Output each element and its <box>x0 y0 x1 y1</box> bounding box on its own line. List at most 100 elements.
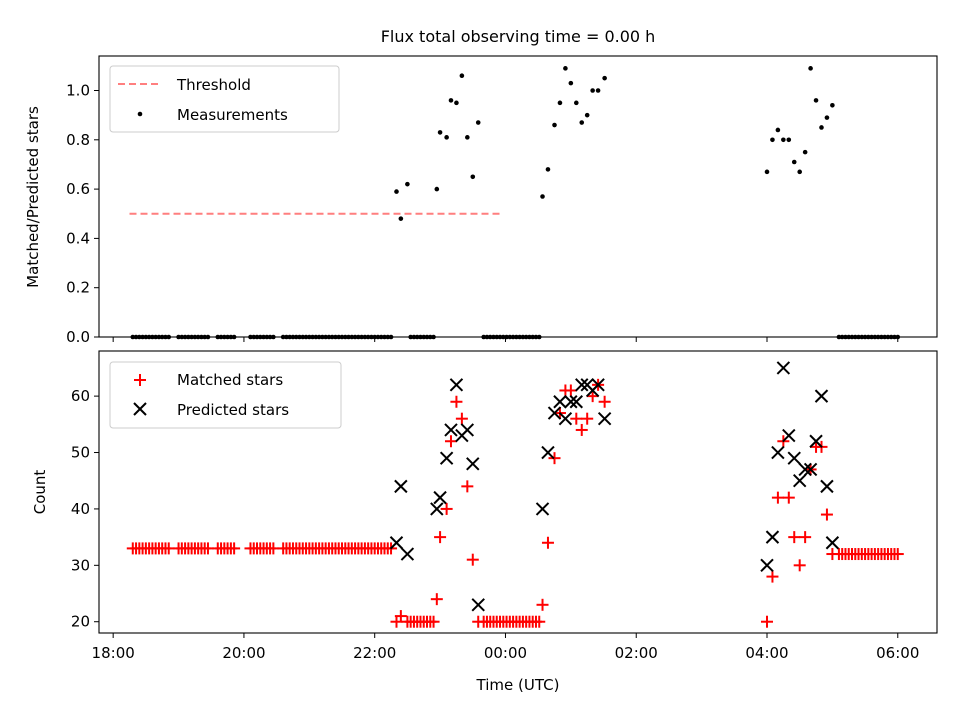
predicted-star-point <box>449 378 464 392</box>
bottom-y-tick-label: 60 <box>71 387 90 405</box>
measurement-point <box>520 334 526 340</box>
measurement-point <box>882 334 887 340</box>
bottom-y-tick-label: 20 <box>71 613 90 631</box>
matched-star-point <box>820 508 833 521</box>
measurement-point <box>195 334 201 340</box>
measurement-point <box>316 334 322 340</box>
matched-star-point <box>771 491 784 504</box>
matched-star-point <box>455 412 468 425</box>
measurement-point <box>228 334 234 340</box>
measurement-point <box>475 120 481 125</box>
measurement-point <box>385 334 391 340</box>
measurement-point <box>326 334 332 340</box>
matched-star-point <box>541 536 554 549</box>
matched-star-point <box>766 570 779 583</box>
measurement-point <box>434 186 440 192</box>
measurement-point <box>189 334 194 340</box>
measurement-point <box>336 334 342 340</box>
matched-legend-label: Matched stars <box>177 371 283 389</box>
x-tick-label: 02:00 <box>615 644 658 662</box>
predicted-star-point <box>433 490 447 505</box>
measurement-point <box>786 137 792 143</box>
measurement-point <box>307 334 312 340</box>
measurements-legend-label: Measurements <box>177 106 288 124</box>
measurement-point <box>856 334 861 340</box>
measurement-point <box>163 334 168 340</box>
measurement-point <box>465 135 470 140</box>
measurement-point <box>431 334 436 340</box>
bottom-plot: 20 30 40 50 60 18:00 20:00 22:00 00:00 02:00 04:0… <box>31 350 938 694</box>
measurement-point <box>487 334 493 340</box>
measurement-point <box>199 334 204 340</box>
matched-star-point <box>394 610 407 623</box>
measurement-point <box>414 334 420 340</box>
measurement-point <box>290 334 296 340</box>
matched-star-point <box>440 502 453 515</box>
measurement-point <box>875 334 881 340</box>
measurement-point <box>333 334 338 340</box>
matched-star-point <box>570 412 583 425</box>
x-tick-label: 22:00 <box>353 644 396 662</box>
measurement-point <box>267 334 273 340</box>
measurement-point <box>775 127 781 133</box>
predicted-star-point <box>400 547 415 561</box>
measurement-point <box>218 334 224 340</box>
measurement-point <box>222 334 227 340</box>
measurement-point <box>192 334 198 340</box>
measurement-point <box>365 334 371 340</box>
top-plot-title: Flux total observing time = 0.00 h <box>381 27 656 46</box>
matched-star-point <box>598 395 611 408</box>
measurement-point <box>264 334 270 340</box>
measurement-point <box>133 334 139 340</box>
matched-star-point <box>799 531 812 544</box>
measurement-point <box>405 181 410 187</box>
predicted-star-point <box>771 445 785 460</box>
predicted-star-point <box>597 411 612 426</box>
predicted-star-point <box>765 530 780 544</box>
measurement-point <box>310 334 315 340</box>
measurement-point <box>231 334 237 340</box>
measurement-point <box>595 88 601 93</box>
measurement-point <box>202 334 208 340</box>
predicted-star-point <box>394 479 408 494</box>
measurement-point <box>517 334 522 340</box>
predicted-star-point <box>460 423 475 437</box>
measurement-point <box>557 100 563 106</box>
predicted-star-point <box>760 558 774 573</box>
measurement-marks <box>130 66 901 340</box>
measurement-point <box>602 75 607 81</box>
measurement-point <box>182 334 188 340</box>
top-y-tick-label: 0.4 <box>66 229 90 247</box>
measurement-point <box>454 100 459 106</box>
measurement-point <box>892 334 897 340</box>
measurement-point <box>205 334 211 340</box>
matched-star-point <box>444 435 457 448</box>
measurement-point <box>378 334 384 340</box>
matched-star-point <box>548 452 561 465</box>
measurement-point <box>382 334 387 340</box>
matched-star-point <box>586 390 599 403</box>
measurement-point <box>424 334 430 340</box>
matched-star-point <box>782 491 795 504</box>
measurement-point <box>280 334 286 340</box>
matched-star-point <box>575 423 588 436</box>
measurement-point <box>346 334 351 340</box>
measurement-point <box>491 334 496 340</box>
measurement-point <box>533 334 539 340</box>
x-tick-label: 04:00 <box>745 644 788 662</box>
measurement-point <box>481 334 486 340</box>
bottom-y-axis-label: Count <box>31 470 49 515</box>
measurement-point <box>356 334 361 340</box>
measurement-point <box>872 334 878 340</box>
measurement-point <box>879 334 884 340</box>
measurement-point <box>888 334 894 340</box>
measurement-point <box>261 334 266 340</box>
top-y-tick-label: 0.8 <box>66 131 90 149</box>
predicted-star-point <box>439 451 454 465</box>
measurement-point <box>824 115 830 120</box>
measurement-point <box>808 66 813 71</box>
predicted-star-point <box>782 428 796 443</box>
measurement-point <box>448 98 454 103</box>
matched-star-point <box>564 384 577 397</box>
